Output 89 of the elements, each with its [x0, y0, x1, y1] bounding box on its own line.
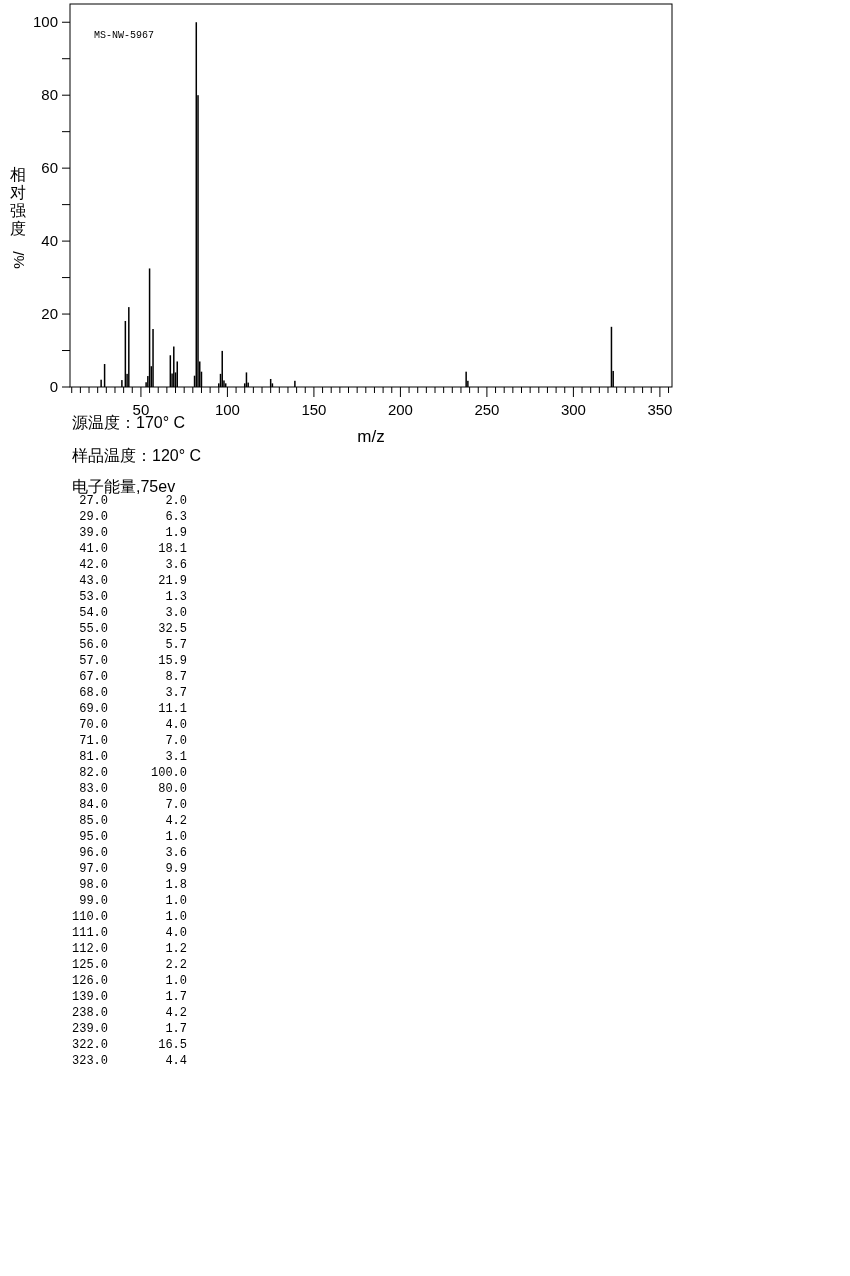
category-label: 83.0: [79, 782, 108, 796]
category-label: 99.0: [79, 894, 108, 908]
data-label: 2.0: [165, 494, 187, 508]
category-label: 95.0: [79, 830, 108, 844]
data-label: 8.7: [165, 670, 187, 684]
y-tick-label: 20: [41, 305, 58, 323]
data-label: 100.0: [150, 766, 187, 780]
data-label: 1.2: [165, 942, 187, 956]
data-label: 9.9: [165, 862, 187, 876]
data-label: 4.0: [165, 718, 187, 732]
y-axis-title: 相对强度%/: [10, 166, 27, 269]
data-label: 16.5: [158, 1038, 187, 1052]
category-label: 39.0: [79, 526, 108, 540]
data-label: 4.4: [165, 1054, 187, 1068]
data-label: 4.2: [165, 1006, 187, 1020]
data-label: 1.0: [165, 830, 187, 844]
category-label: 69.0: [79, 702, 108, 716]
category-label: 126.0: [71, 974, 108, 988]
x-tick-label: 300: [560, 401, 586, 418]
data-label: 32.5: [158, 622, 187, 636]
x-tick-label: 200: [387, 401, 413, 418]
data-label: 80.0: [158, 782, 187, 796]
x-tick-label: 150: [301, 401, 327, 418]
x-tick-label: 250: [474, 401, 500, 418]
data-label: 4.0: [165, 926, 187, 940]
category-label: 323.0: [71, 1054, 108, 1068]
data-label: 7.0: [165, 798, 187, 812]
category-label: 41.0: [79, 542, 108, 556]
category-label: 82.0: [79, 766, 108, 780]
text: MS-NW-5967: [94, 30, 155, 41]
category-label: 139.0: [71, 990, 108, 1004]
category-label: 42.0: [79, 558, 108, 572]
category-label: 70.0: [79, 718, 108, 732]
category-label: 55.0: [79, 622, 108, 636]
category-label: 29.0: [79, 510, 108, 524]
data-label: 3.6: [165, 558, 187, 572]
category-label: 110.0: [71, 910, 108, 924]
category-label: 54.0: [79, 606, 108, 620]
y-tick-label: 80: [41, 86, 58, 104]
y-tick-label: 60: [41, 159, 58, 177]
data-label: 4.2: [165, 814, 187, 828]
x-axis-title: m/z: [357, 427, 385, 446]
category-label: 67.0: [79, 670, 108, 684]
data-label: 1.0: [165, 974, 187, 988]
category-label: 96.0: [79, 846, 108, 860]
category-label: 84.0: [79, 798, 108, 812]
category-label: 97.0: [79, 862, 108, 876]
data-label: 5.7: [165, 638, 187, 652]
category-label: 71.0: [79, 734, 108, 748]
category-label: 85.0: [79, 814, 108, 828]
category-label: 56.0: [79, 638, 108, 652]
data-label: 2.2: [165, 958, 187, 972]
category-label: 57.0: [79, 654, 108, 668]
x-tick-label: 100: [214, 401, 240, 418]
data-label: 1.7: [165, 1022, 187, 1036]
data-label: 1.0: [165, 910, 187, 924]
category-label: 98.0: [79, 878, 108, 892]
data-label: 1.0: [165, 894, 187, 908]
text: 电子能量,75ev: [72, 478, 176, 495]
data-label: 18.1: [158, 542, 187, 556]
category-label: 322.0: [71, 1038, 108, 1052]
data-label: 11.1: [158, 702, 187, 716]
category-label: 27.0: [79, 494, 108, 508]
data-label: 15.9: [158, 654, 187, 668]
category-label: 111.0: [71, 926, 108, 940]
text: 样品温度：120° C: [72, 447, 202, 464]
category-label: 68.0: [79, 686, 108, 700]
data-label: 1.7: [165, 990, 187, 1004]
data-label: 3.7: [165, 686, 187, 700]
data-label: 1.3: [165, 590, 187, 604]
x-tick-label: 350: [647, 401, 673, 418]
data-label: 7.0: [165, 734, 187, 748]
data-label: 3.0: [165, 606, 187, 620]
data-label: 3.1: [165, 750, 187, 764]
category-label: 238.0: [71, 1006, 108, 1020]
y-tick-label: 0: [49, 378, 58, 395]
category-label: 125.0: [71, 958, 108, 972]
category-label: 239.0: [71, 1022, 108, 1036]
data-label: 21.9: [158, 574, 187, 588]
category-label: 81.0: [79, 750, 108, 764]
category-label: 43.0: [79, 574, 108, 588]
y-tick-label: 40: [41, 232, 58, 250]
category-label: 112.0: [71, 942, 108, 956]
y-tick-label: 100: [32, 13, 58, 31]
data-label: 1.9: [165, 526, 187, 540]
data-label: 1.8: [165, 878, 187, 892]
data-label: 3.6: [165, 846, 187, 860]
data-label: 6.3: [165, 510, 187, 524]
category-label: 53.0: [79, 590, 108, 604]
